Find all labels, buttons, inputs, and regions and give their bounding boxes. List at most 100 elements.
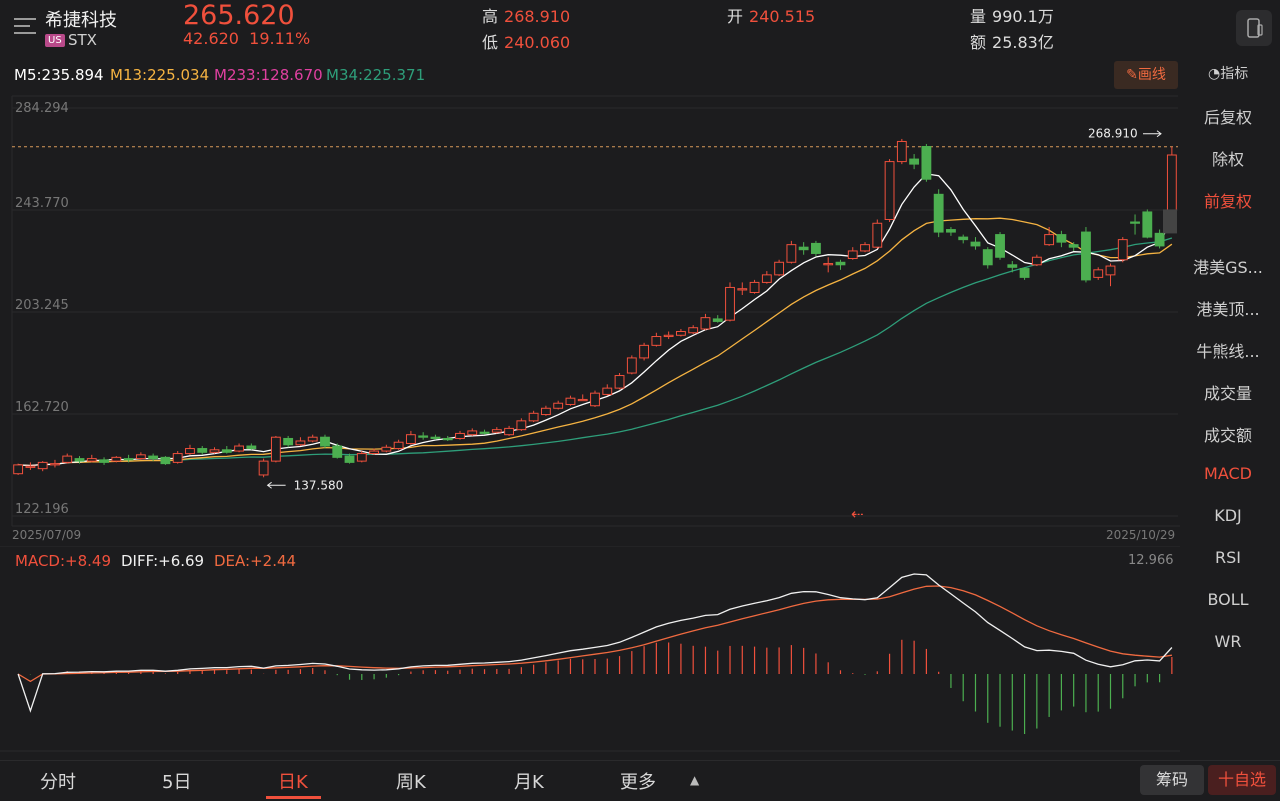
change-percent: 19.11% bbox=[249, 29, 311, 48]
candle-up bbox=[504, 427, 515, 436]
high-label: 高 bbox=[482, 7, 499, 26]
side-item-0[interactable]: 后复权 bbox=[1203, 108, 1252, 127]
candle-up bbox=[1117, 239, 1128, 261]
tab-2[interactable]: 日K bbox=[278, 772, 308, 793]
candle-down bbox=[1154, 232, 1165, 247]
open-value: 240.515 bbox=[749, 7, 816, 26]
candle-down bbox=[835, 261, 846, 266]
device-toggle-button[interactable] bbox=[1236, 10, 1272, 46]
candle-up bbox=[872, 222, 883, 248]
candle-up bbox=[405, 434, 416, 445]
open-stat: 开 240.515 bbox=[727, 3, 815, 27]
candle-up bbox=[381, 446, 392, 452]
candle-down bbox=[148, 455, 159, 460]
candle-down bbox=[418, 435, 429, 438]
volume-value: 990.1万 bbox=[992, 7, 1054, 26]
candle-up bbox=[111, 456, 122, 462]
candle-up bbox=[823, 263, 834, 266]
candle-up bbox=[185, 448, 195, 455]
ma34-legend: M34:225.371 bbox=[326, 66, 426, 84]
candle-down bbox=[99, 459, 109, 463]
candle-up bbox=[356, 453, 367, 462]
candle-down bbox=[332, 445, 343, 458]
candle-up bbox=[577, 398, 588, 402]
candle-down bbox=[123, 458, 134, 461]
candle-up bbox=[663, 334, 674, 338]
candle-up bbox=[896, 140, 907, 163]
tab-3[interactable]: 周K bbox=[396, 772, 426, 793]
candle-up bbox=[761, 274, 772, 283]
candle-up bbox=[565, 397, 576, 405]
side-item-3[interactable]: 港美GS... bbox=[1193, 258, 1263, 277]
candle-down bbox=[1019, 268, 1030, 278]
candle-up bbox=[1031, 256, 1042, 266]
price-tag bbox=[1163, 209, 1177, 234]
candle-up bbox=[258, 460, 269, 476]
menu-icon[interactable] bbox=[14, 18, 36, 34]
side-item-12[interactable]: WR bbox=[1214, 632, 1242, 651]
y-tick-label: 162.720 bbox=[15, 400, 69, 415]
macd-label: MACD:+8.49 bbox=[15, 552, 111, 570]
triangle-up-icon[interactable]: ▲ bbox=[690, 773, 700, 787]
amount-value: 25.83亿 bbox=[992, 33, 1054, 52]
tab-4[interactable]: 月K bbox=[514, 772, 544, 793]
stock-name: 希捷科技 bbox=[45, 10, 117, 31]
candle-up bbox=[467, 430, 478, 436]
ma5-legend: M5:235.894 bbox=[14, 66, 104, 84]
candle-down bbox=[1068, 244, 1079, 248]
side-item-8[interactable]: MACD bbox=[1204, 464, 1252, 483]
price-change: 42.620 19.11% bbox=[183, 29, 310, 48]
candle-down bbox=[982, 249, 993, 266]
candle-up bbox=[270, 436, 281, 462]
side-item-1[interactable]: 除权 bbox=[1211, 150, 1244, 169]
side-item-11[interactable]: BOLL bbox=[1207, 590, 1249, 609]
candle-up bbox=[62, 455, 73, 463]
candle-up bbox=[725, 286, 735, 321]
candle-down bbox=[160, 456, 171, 465]
tab-1[interactable]: 5日 bbox=[162, 772, 192, 793]
candle-up bbox=[209, 449, 220, 453]
candle-down bbox=[946, 229, 956, 233]
candle-up bbox=[774, 261, 785, 276]
side-item-4[interactable]: 港美顶... bbox=[1196, 300, 1260, 319]
active-tab-indicator bbox=[266, 796, 321, 799]
high-value: 268.910 bbox=[504, 7, 571, 26]
change-amount: 42.620 bbox=[183, 29, 239, 48]
candle-up bbox=[234, 445, 244, 452]
chips-button[interactable]: 筹码 bbox=[1140, 765, 1204, 795]
side-item-7[interactable]: 成交额 bbox=[1203, 426, 1252, 445]
candle-up bbox=[172, 453, 183, 463]
side-item-2[interactable]: 前复权 bbox=[1203, 192, 1252, 211]
dea-line bbox=[17, 585, 1172, 683]
side-item-10[interactable]: RSI bbox=[1215, 548, 1241, 567]
ticker-symbol: STX bbox=[68, 31, 97, 49]
bottom-tab-bar bbox=[0, 760, 1280, 801]
candle-down bbox=[933, 193, 944, 233]
draw-line-button[interactable]: ✎画线 bbox=[1114, 61, 1178, 89]
candle-down bbox=[1056, 234, 1067, 243]
kline-chart[interactable]: 284.294 243.770 203.245 162.720 122.196 268.9… bbox=[0, 92, 1180, 544]
tab-5[interactable]: 更多 bbox=[620, 772, 656, 793]
candle-down bbox=[74, 458, 85, 462]
side-item-9[interactable]: KDJ bbox=[1214, 506, 1242, 525]
y-tick-label: 284.294 bbox=[15, 101, 69, 116]
tab-0[interactable]: 分时 bbox=[40, 772, 76, 793]
macd-chart[interactable]: MACD:+8.49 DIFF:+6.69 DEA:+2.44 12.966 bbox=[0, 546, 1180, 756]
side-item-6[interactable]: 成交量 bbox=[1203, 384, 1252, 403]
add-watchlist-button[interactable]: 十自选 bbox=[1208, 765, 1276, 795]
candle-down bbox=[1007, 264, 1018, 268]
y-tick-label: 122.196 bbox=[15, 502, 69, 517]
candle-up bbox=[1044, 234, 1055, 246]
candle-up bbox=[86, 458, 97, 462]
y-tick-label: 243.770 bbox=[15, 196, 69, 211]
candle-up bbox=[884, 161, 895, 220]
min-price-label: 137.580 bbox=[294, 478, 344, 492]
candle-up bbox=[639, 344, 650, 359]
pencil-icon: ✎ bbox=[1126, 67, 1138, 83]
side-item-5[interactable]: 牛熊线... bbox=[1196, 342, 1260, 361]
candle-up bbox=[614, 375, 625, 389]
indicator-button[interactable]: ◔指标 bbox=[1208, 63, 1248, 83]
candle-up bbox=[553, 402, 564, 409]
volume-label: 量 bbox=[970, 7, 987, 26]
high-stat: 高 268.910 bbox=[482, 3, 570, 27]
